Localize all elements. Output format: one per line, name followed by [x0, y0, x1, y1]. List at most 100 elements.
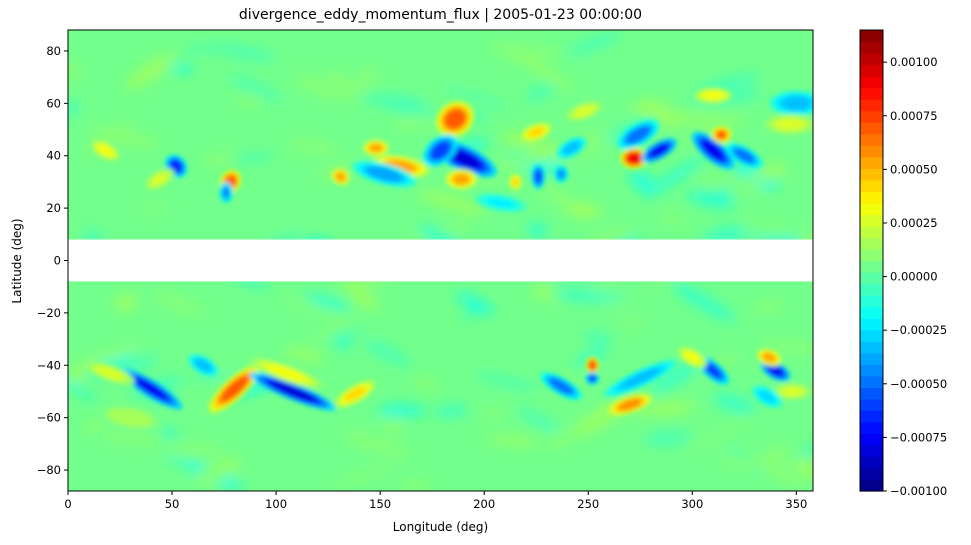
texture-patch	[325, 71, 368, 95]
feature-contour	[589, 361, 596, 370]
field-feature	[641, 138, 677, 163]
field-feature	[334, 380, 376, 408]
texture-patch	[333, 338, 354, 350]
texture-patch	[740, 221, 794, 238]
field-feature	[585, 356, 600, 374]
texture-patch	[326, 328, 365, 341]
texture-patch	[288, 138, 339, 156]
colorbar-band	[860, 202, 883, 216]
feature-contour	[270, 381, 315, 402]
texture-patch	[792, 440, 813, 463]
texture-patch	[565, 202, 602, 218]
texture-patch	[163, 456, 204, 467]
colorbar-band	[860, 444, 883, 458]
texture-patch	[641, 157, 704, 199]
feature-contour	[267, 365, 306, 382]
colorbar-band	[860, 168, 883, 181]
feature-contour	[512, 177, 519, 187]
x-axis: 0 50 100 150 200 250 300 350	[64, 491, 807, 511]
field-feature	[769, 90, 813, 116]
colorbar-tick-label: 0.00100	[890, 55, 938, 69]
field-feature	[219, 181, 233, 203]
field-feature	[617, 120, 660, 150]
colorbar-band	[860, 110, 883, 123]
colorbar-band	[860, 352, 883, 365]
texture-patch	[650, 360, 703, 394]
y-tick-label: 20	[46, 201, 61, 215]
y-axis: −80 −60 −40 −20 0 20 40 60 80	[37, 44, 68, 477]
texture-patch	[751, 299, 785, 315]
feature-contour	[135, 378, 168, 400]
colorbar-band	[860, 272, 883, 285]
field-feature	[756, 348, 783, 367]
texture-patch	[168, 64, 195, 74]
y-tick-label: −60	[37, 411, 61, 425]
feature-contour	[445, 109, 465, 129]
texture-patch	[545, 431, 576, 449]
texture-patch	[140, 203, 166, 213]
texture-patch	[202, 152, 236, 168]
y-tick-label: 80	[46, 44, 61, 58]
colorbar-band	[860, 318, 883, 331]
texture-patch	[486, 435, 541, 446]
field-feature	[540, 372, 582, 400]
texture-patch	[494, 152, 563, 169]
colorbar-band	[860, 398, 883, 411]
feature-contour	[782, 96, 811, 110]
texture-patch	[671, 282, 736, 322]
texture-patch	[216, 44, 276, 62]
colorbar-band	[860, 133, 883, 146]
chart-title: divergence_eddy_momentum_flux | 2005-01-…	[239, 7, 642, 23]
field-feature	[691, 131, 735, 170]
texture-patch	[759, 338, 813, 356]
feature-contour	[563, 142, 580, 154]
field-feature	[90, 139, 121, 162]
colorbar-band	[860, 467, 883, 481]
feature-contour	[702, 91, 724, 100]
x-tick-label: 300	[681, 497, 703, 511]
texture-patch	[642, 108, 688, 124]
texture-patch	[68, 63, 84, 79]
colorbar-tick-label: −0.00050	[890, 377, 947, 391]
field-feature	[677, 346, 708, 369]
texture-patch	[701, 224, 756, 244]
field-feature	[565, 100, 604, 122]
plot-area	[67, 29, 814, 492]
colorbar-band	[860, 214, 883, 227]
colorbar-tick-label: −0.00025	[890, 323, 947, 337]
colorbar-band	[860, 76, 883, 89]
colorbar-band	[860, 237, 883, 250]
colorbar-band	[860, 329, 883, 342]
colorbar-tick-label: −0.00075	[890, 430, 947, 444]
colorbar-tick-label: 0.00075	[890, 109, 938, 123]
colorbar-band	[860, 53, 883, 66]
y-tick-label: −20	[37, 306, 61, 320]
field-feature	[556, 136, 587, 159]
feature-contour	[735, 149, 754, 163]
field-feature	[144, 168, 175, 191]
x-tick-label: 150	[369, 497, 391, 511]
feature-contour	[684, 351, 700, 364]
texture-patch	[442, 86, 511, 110]
field-feature	[726, 143, 763, 169]
texture-patch	[635, 401, 697, 416]
texture-patch	[712, 393, 756, 414]
feature-contour	[113, 410, 148, 425]
feature-contour	[195, 359, 211, 371]
x-tick-label: 100	[265, 497, 287, 511]
texture-patch	[526, 221, 548, 239]
field-feature	[763, 113, 813, 135]
colorbar-ticks: −0.00100 −0.00075 −0.00050 −0.00025 0.00000 0…	[883, 55, 947, 498]
field-feature	[248, 357, 325, 389]
texture-patch	[84, 416, 107, 433]
feature-contour	[557, 169, 565, 179]
y-tick-label: 0	[54, 254, 61, 268]
field-feature	[423, 134, 458, 167]
colorbar-band	[860, 87, 883, 100]
texture-patch	[621, 317, 643, 328]
texture-patch	[392, 113, 441, 130]
field-feature	[208, 365, 261, 413]
colorbar-band	[860, 41, 883, 54]
feature-contour	[589, 375, 596, 382]
feature-contour	[621, 368, 659, 388]
